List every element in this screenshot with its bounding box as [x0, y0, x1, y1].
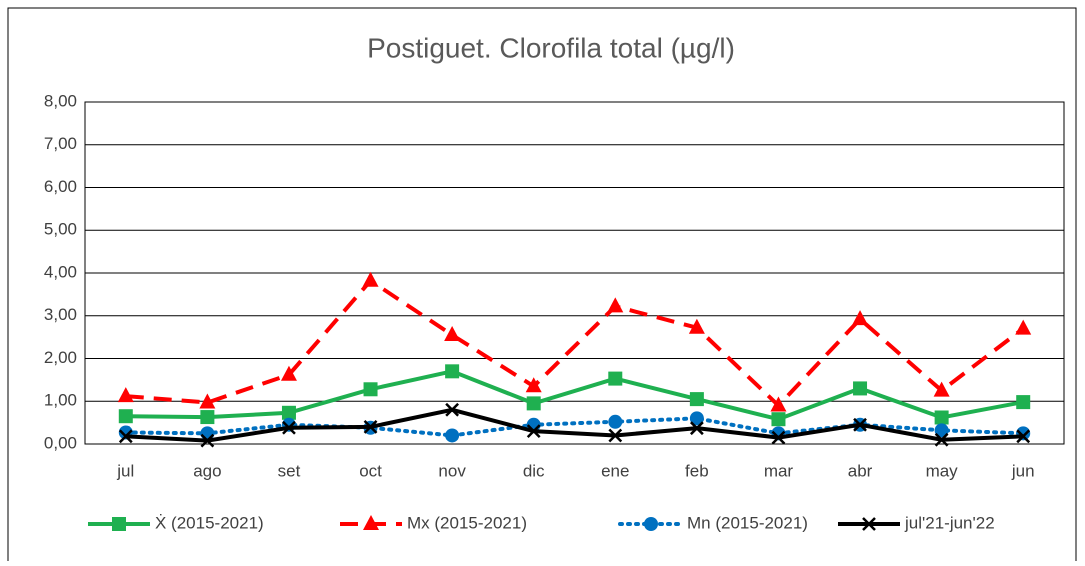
marker [852, 310, 869, 326]
marker [607, 297, 624, 313]
marker [644, 517, 658, 531]
marker [445, 402, 460, 417]
marker [526, 424, 541, 439]
marker [771, 412, 786, 427]
y-tick-label: 5,00 [44, 220, 77, 239]
marker [445, 428, 460, 443]
marker [281, 405, 296, 420]
marker [934, 432, 949, 447]
chart-title: Postiguet. Clorofila total (µg/l) [367, 32, 735, 63]
marker [112, 517, 126, 531]
marker [363, 420, 378, 434]
marker [934, 423, 949, 438]
legend-label: Ẋ (2015-2021) [155, 513, 264, 532]
marker [853, 417, 867, 432]
legend-label: Mn (2015-2021) [687, 513, 808, 532]
marker [689, 421, 704, 436]
x-tick-label: abr [848, 461, 873, 480]
marker [526, 396, 541, 411]
legend-item: Mx (2015-2021) [340, 513, 527, 532]
chart-frame [7, 7, 1077, 566]
legend-label: jul'21-jun'22 [904, 513, 995, 532]
x-tick-label: jul [116, 461, 134, 480]
legend-item: Mn (2015-2021) [618, 513, 808, 532]
legend-label: Mx (2015-2021) [407, 513, 527, 532]
x-tick-label: ago [193, 461, 221, 480]
marker [1015, 319, 1032, 335]
series-line [125, 369, 1024, 422]
marker [770, 396, 787, 412]
marker [934, 410, 949, 425]
marker [118, 429, 133, 444]
marker [118, 409, 133, 424]
marker [1016, 395, 1031, 410]
marker [608, 371, 623, 386]
marker [363, 382, 378, 397]
x-tick-label: mar [764, 461, 794, 480]
marker [1016, 429, 1031, 444]
marker [688, 318, 705, 334]
x-tick-label: ene [601, 461, 629, 480]
y-tick-label: 2,00 [44, 348, 77, 367]
marker [362, 271, 379, 287]
marker [608, 414, 623, 429]
marker [199, 393, 216, 409]
marker [280, 365, 297, 381]
x-tick-label: feb [685, 461, 709, 480]
x-tick-label: dic [523, 461, 545, 480]
y-tick-label: 3,00 [44, 305, 77, 324]
marker [933, 381, 950, 397]
marker [525, 377, 542, 393]
marker [853, 381, 868, 396]
y-tick-label: 7,00 [44, 134, 77, 153]
y-tick-label: 0,00 [44, 433, 77, 452]
legend-item: jul'21-jun'22 [838, 513, 995, 532]
y-tick-label: 4,00 [44, 262, 77, 281]
plot-frame [84, 101, 1065, 445]
y-tick-label: 8,00 [44, 91, 77, 110]
marker [862, 517, 876, 531]
y-tick-label: 1,00 [44, 391, 77, 410]
x-tick-label: may [926, 461, 959, 480]
marker [444, 325, 461, 341]
marker [771, 430, 786, 445]
x-tick-label: oct [359, 461, 382, 480]
x-tick-label: nov [438, 461, 466, 480]
marker [689, 411, 704, 426]
series-line [125, 278, 1025, 409]
marker [117, 387, 134, 403]
marker [445, 364, 460, 379]
x-tick-label: jun [1011, 461, 1035, 480]
x-tick-label: set [278, 461, 301, 480]
marker [282, 420, 296, 435]
series-line [125, 407, 1024, 443]
marker [363, 515, 379, 530]
y-tick-label: 6,00 [44, 177, 77, 196]
marker [689, 392, 704, 407]
marker [608, 428, 623, 443]
legend-item: Ẋ (2015-2021) [88, 513, 264, 532]
marker [200, 433, 215, 448]
marker [200, 410, 215, 425]
